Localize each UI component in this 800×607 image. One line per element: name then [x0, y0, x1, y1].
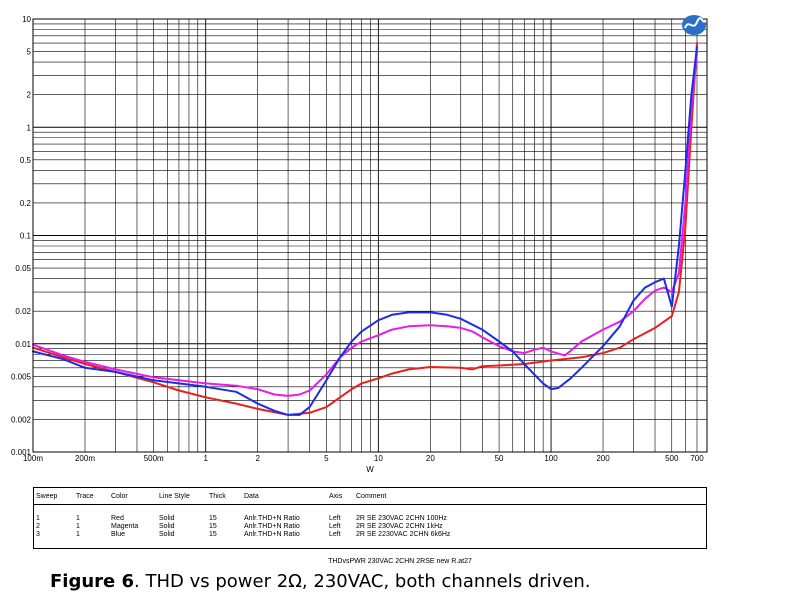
legend-row-sweep: 1: [36, 515, 40, 522]
y-tick-label: 0.1: [20, 232, 32, 241]
y-axis-tick-labels: 10 5 2 1 0.5 0.2 0.1 0.05 0.02 0.01 0.005 0.002 0.00…: [11, 15, 32, 457]
y-tick-label: 0.02: [15, 307, 31, 316]
legend-row-color: Magenta: [111, 523, 139, 530]
legend-row-thick: 15: [209, 531, 217, 538]
legend-row-data: Anlr.THD+N Ratio: [244, 531, 300, 538]
legend-row-thick: 15: [209, 523, 217, 530]
sweep-legend-table: Sweep Trace Color Line Style Thick Data …: [33, 487, 707, 549]
y-tick-label: 10: [22, 15, 31, 24]
y-tick-label: 0.2: [20, 199, 32, 208]
x-tick-label: 50: [495, 454, 504, 463]
legend-header-sweep: Sweep: [36, 493, 58, 500]
legend-row-thick: 15: [209, 515, 217, 522]
x-tick-label: 100: [544, 454, 558, 463]
legend-row-sweep: 3: [36, 531, 40, 538]
x-tick-label: 20: [426, 454, 435, 463]
x-axis-tick-labels: 100m 200m 500m 1 2 5 10 20 50 100 200 500 700: [23, 454, 704, 463]
legend-header-color: Color: [111, 493, 128, 500]
plot-frame: [32, 18, 708, 453]
legend-row-trace: 1: [76, 523, 80, 530]
legend-row-trace: 1: [76, 531, 80, 538]
plot-series: [32, 42, 698, 416]
legend-header-row: Sweep Trace Color Line Style Thick Data …: [34, 488, 706, 505]
legend-row-trace: 1: [76, 515, 80, 522]
sweep-file-name: THDvsPWR 230VAC 2CHN 2RSE new R.at27: [328, 558, 472, 565]
x-tick-label: 700: [690, 454, 704, 463]
y-tick-label: 1: [27, 123, 32, 132]
x-tick-label: 1: [203, 454, 208, 463]
x-tick-label: 200m: [75, 454, 95, 463]
legend-row-data: Anlr.THD+N Ratio: [244, 515, 300, 522]
y-tick-label: 0.01: [15, 340, 31, 349]
legend-header-trace: Trace: [76, 493, 94, 500]
legend-row-comment: 2R SE 2230VAC 2CHN 6k6Hz: [356, 531, 451, 538]
x-axis-title: W: [366, 465, 374, 474]
legend-row-line-style: Solid: [159, 523, 175, 530]
y-tick-label: 0.5: [20, 156, 32, 165]
thd-vs-power-chart: 10 5 2 1 0.5 0.2 0.1 0.05 0.02 0.01 0.005 0.002 0.00…: [11, 15, 708, 474]
legend-header-line-style: Line Style: [159, 493, 190, 500]
legend-row-color: Red: [111, 515, 124, 522]
y-tick-label: 0.001: [11, 448, 32, 457]
x-tick-label: 100m: [23, 454, 43, 463]
plot-grid: [33, 19, 708, 452]
legend-row-line-style: Solid: [159, 515, 175, 522]
x-tick-label: 5: [324, 454, 329, 463]
legend-header-thick: Thick: [209, 493, 226, 500]
y-tick-label: 2: [27, 91, 32, 100]
legend-row-axis: Left: [329, 515, 341, 522]
x-tick-label: 500: [665, 454, 679, 463]
y-tick-label: 5: [27, 48, 32, 57]
x-tick-label: 2: [255, 454, 260, 463]
x-tick-label: 10: [374, 454, 383, 463]
series-line-2: [32, 50, 698, 397]
legend-row-color: Blue: [111, 531, 126, 538]
x-tick-label: 200: [596, 454, 610, 463]
legend-row-sweep: 2: [36, 523, 40, 530]
legend-row-comment: 2R SE 230VAC 2CHN 100Hz: [356, 515, 447, 522]
figure-caption-text: . THD vs power 2Ω, 230VAC, both channels…: [134, 571, 591, 592]
y-tick-label: 0.005: [11, 372, 32, 381]
audio-precision-logo-icon: [682, 15, 706, 35]
y-tick-label: 0.05: [15, 264, 31, 273]
figure-caption: Figure 6. THD vs power 2Ω, 230VAC, both …: [50, 571, 591, 592]
series-line-1: [32, 42, 698, 416]
legend-header-comment: Comment: [356, 493, 387, 500]
legend-row-data: Anlr.THD+N Ratio: [244, 523, 300, 530]
legend-row-axis: Left: [329, 523, 341, 530]
legend-row-comment: 2R SE 230VAC 2CHN 1kHz: [356, 523, 443, 530]
legend-row-axis: Left: [329, 531, 341, 538]
legend-header-axis: Axis: [329, 493, 343, 500]
y-tick-label: 0.002: [11, 415, 32, 424]
x-tick-label: 500m: [144, 454, 164, 463]
figure-caption-label: Figure 6: [50, 571, 135, 592]
series-line-3: [32, 46, 698, 416]
legend-row-line-style: Solid: [159, 531, 175, 538]
legend-header-data: Data: [244, 493, 259, 500]
